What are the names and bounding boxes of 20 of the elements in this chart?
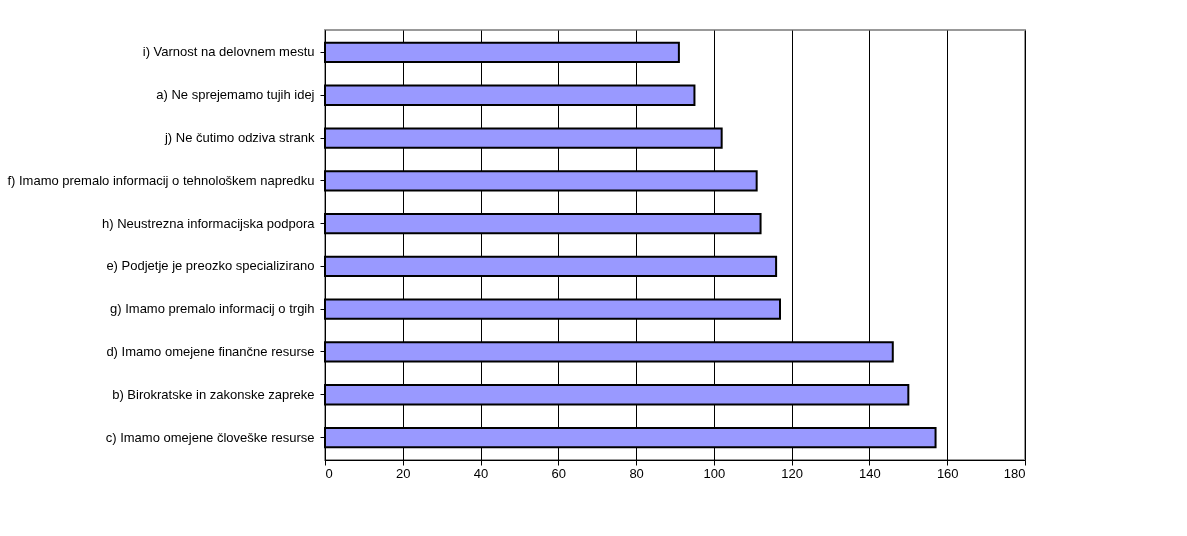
y-tick-label: b) Birokratske in zakonske zapreke (112, 386, 315, 402)
y-tick-label: h) Neustrezna informacijska podpora (102, 215, 316, 231)
y-tick-label: a) Ne sprejemamo tujih idej (156, 87, 315, 103)
x-tick-label: 160 (936, 465, 959, 481)
y-tick-label: c) Imamo omejene človeške resurse (105, 429, 315, 445)
y-tick-label: e) Podjetje je preozko specializirano (106, 258, 315, 274)
y-tick-label: d) Imamo omejene finančne resurse (106, 343, 315, 359)
x-tick-label: 180 (1003, 465, 1026, 481)
x-tick-label: 40 (473, 465, 489, 481)
y-tick-label: f) Imamo premalo informacij o tehnološkem napredku (7, 172, 315, 188)
x-tick-label: 120 (781, 465, 804, 481)
x-tick-label: 20 (396, 465, 411, 481)
y-tick-label: j) Ne čutimo odziva strank (163, 130, 315, 146)
y-tick-label: g) Imamo premalo informacij o trgih (110, 301, 315, 317)
x-tick-label: 80 (629, 465, 644, 481)
x-tick-label: 140 (859, 465, 881, 481)
y-tick-label: i) Varnost na delovnem mestu (142, 44, 315, 60)
x-tick-label: 100 (703, 465, 726, 481)
x-tick-label: 0 (325, 465, 333, 481)
x-tick-label: 60 (551, 465, 567, 481)
